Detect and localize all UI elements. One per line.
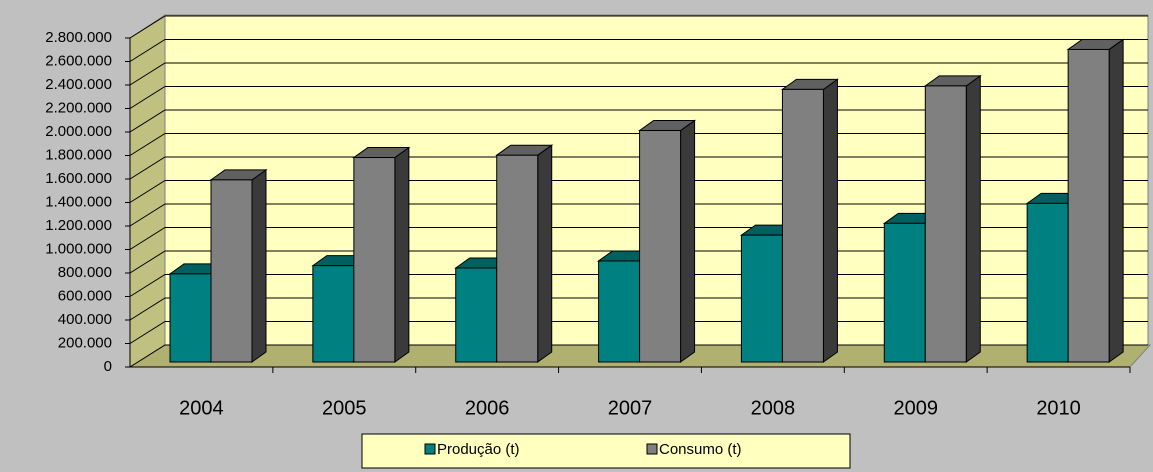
y-tick-label: 2.400.000 (45, 76, 112, 93)
bars (168, 38, 1125, 363)
legend-label: Consumo (t) (659, 441, 742, 458)
bar-side (537, 144, 553, 363)
y-tick-label: 0 (104, 358, 112, 375)
y-tick-label: 800.000 (58, 264, 112, 281)
y-tick-label: 600.000 (58, 287, 112, 304)
bar (210, 179, 253, 363)
y-tick-label: 2.800.000 (45, 29, 112, 46)
y-tick-label: 2.200.000 (45, 99, 112, 116)
grid-line (129, 62, 1148, 86)
bar (496, 154, 539, 363)
bar-side (394, 146, 410, 363)
bar (312, 265, 355, 363)
legend-swatch (646, 443, 658, 455)
bar (455, 267, 498, 363)
y-tick-label: 1.200.000 (45, 217, 112, 234)
bar (598, 260, 641, 363)
bar-side (680, 119, 696, 363)
y-tick-label: 1.600.000 (45, 170, 112, 187)
grid-line (129, 15, 1148, 39)
bar-side (251, 168, 267, 363)
y-tick-label: 1.800.000 (45, 146, 112, 163)
x-tick-label: 2005 (322, 397, 367, 419)
y-tick-label: 200.000 (58, 334, 112, 351)
grid-line (129, 39, 1148, 62)
bar (924, 85, 967, 363)
x-tick-label: 2007 (608, 397, 653, 419)
y-tick-label: 1.000.000 (45, 240, 112, 257)
bar (639, 130, 682, 363)
legend-swatch (424, 443, 436, 455)
y-tick-label: 400.000 (58, 311, 112, 328)
y-tick-label: 1.400.000 (45, 193, 112, 210)
legend-label: Produção (t) (437, 441, 520, 458)
legend (361, 433, 851, 469)
bar (740, 234, 783, 363)
x-tick-label: 2008 (751, 397, 796, 419)
x-tick-label: 2006 (465, 397, 510, 419)
x-tick-label: 2010 (1036, 397, 1081, 419)
axes: 0 200.000 400.000 600.000 800.000 1.000.000 1.… (45, 29, 1131, 419)
bar-side (1108, 38, 1124, 363)
y-tick-label: 2.000.000 (45, 123, 112, 140)
legend-items: Produção (t) Consumo (t) (424, 441, 742, 458)
x-tick-label: 2004 (179, 397, 224, 419)
bar (1026, 202, 1069, 363)
bar (169, 273, 212, 363)
bar-side (822, 78, 838, 363)
bar (1067, 48, 1110, 363)
bar-side (965, 74, 981, 363)
x-tick-label: 2009 (893, 397, 938, 419)
y-tick-label: 2.600.000 (45, 52, 112, 69)
bar (781, 88, 824, 363)
bar (883, 222, 926, 363)
bar (353, 157, 396, 363)
